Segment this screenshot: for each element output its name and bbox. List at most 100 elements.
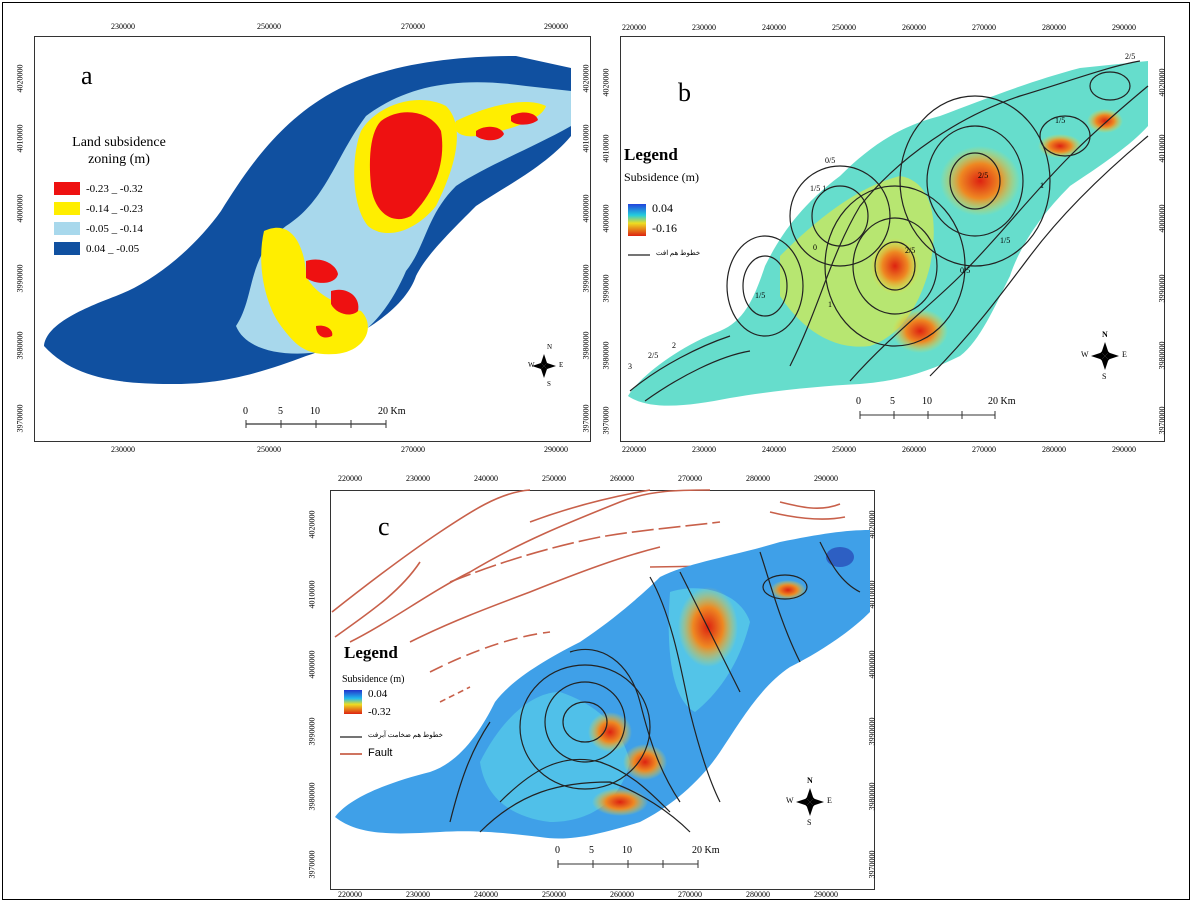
x-tick-bottom: 230000 (692, 445, 716, 454)
compass-e: E (827, 796, 832, 805)
hotspot (940, 146, 1020, 216)
legend-subtitle-b: Subsidence (m) (624, 170, 699, 184)
compass-n: N (1102, 330, 1108, 339)
ramp-high-b: 0.04 (652, 201, 673, 215)
zone-red (476, 126, 504, 141)
hotspot (623, 744, 667, 780)
scale-label: 5 (890, 396, 895, 407)
x-tick-bottom: 220000 (338, 890, 362, 899)
x-tick-bottom: 230000 (111, 445, 135, 454)
compass-e: E (559, 361, 564, 369)
x-tick-top: 280000 (1042, 23, 1066, 32)
hotspot (770, 580, 806, 600)
x-tick-top: 220000 (338, 474, 362, 483)
hotspot (592, 788, 648, 816)
contour-label: 1/5 (755, 291, 766, 300)
x-tick-top: 270000 (401, 22, 425, 31)
scale-label: 0 (555, 845, 560, 856)
legend-title-b: Legend (624, 145, 678, 164)
panel-label-a: a (81, 61, 93, 90)
contour-label: 2/5 (648, 351, 659, 360)
contour-label: 2/5 (978, 171, 989, 180)
scale-label: 20 Km (988, 396, 1016, 407)
zone-red (316, 325, 333, 338)
x-tick-top: 270000 (678, 474, 702, 483)
alluvium-thickness-contours (449, 541, 861, 833)
contour-label: 0 (813, 243, 817, 252)
x-tick-top: 240000 (762, 23, 786, 32)
fault-legend-label: Fault (368, 747, 393, 759)
x-tick-top: 250000 (542, 474, 566, 483)
ramp-low-c: -0.32 (368, 706, 391, 718)
x-tick-bottom: 250000 (832, 445, 856, 454)
x-tick-top: 240000 (474, 474, 498, 483)
panel-label-b: b (678, 78, 691, 107)
scale-label: 5 (589, 845, 594, 856)
iso-subsidence-contours (629, 60, 1149, 402)
compass-rose-icon (796, 788, 824, 816)
x-tick-bottom: 280000 (1042, 445, 1066, 454)
x-tick-bottom: 270000 (678, 890, 702, 899)
panel-b: 220000 230000 240000 250000 260000 27000… (600, 6, 1188, 456)
x-tick-top: 230000 (111, 22, 135, 31)
zone-yellow (261, 227, 368, 355)
legend-title-c: Legend (344, 643, 398, 662)
compass-s: S (547, 380, 551, 388)
contour-label: 1 (828, 300, 832, 309)
subsidence-map-b (628, 60, 1149, 419)
legend-title-a: Land subsidence zoning (m) (72, 135, 166, 167)
x-tick-bottom: 240000 (474, 890, 498, 899)
hotspot (870, 238, 920, 294)
x-tick-bottom: 250000 (542, 890, 566, 899)
x-tick-bottom: 220000 (622, 445, 646, 454)
contour-label: 1/5 1 (810, 184, 827, 193)
compass-e: E (1122, 350, 1127, 359)
scale-label: 20 Km (692, 845, 720, 856)
panel-a: 230000 250000 270000 290000 230000 25000… (6, 6, 596, 454)
compass-w: W (786, 796, 794, 805)
subsidence-map-c (331, 489, 870, 868)
scale-label: 0 (243, 406, 248, 417)
ramp-low-b: -0.16 (652, 221, 677, 235)
contour-legend-label-b: خطوط هم افت (656, 249, 701, 257)
legend-item-a: -0.23 _ -0.32 (54, 182, 143, 195)
x-tick-top: 290000 (544, 22, 568, 31)
x-tick-bottom: 290000 (544, 445, 568, 454)
subsidence-zoning-map-a (44, 56, 571, 428)
legend-item-a: 0.04 _ -0.05 (54, 242, 139, 255)
contour-label: 1 (1040, 181, 1044, 190)
x-tick-top: 250000 (257, 22, 281, 31)
fault-lines (331, 489, 846, 703)
compass-rose-icon (1091, 342, 1119, 370)
x-tick-top: 280000 (746, 474, 770, 483)
x-tick-top: 290000 (814, 474, 838, 483)
zone-red (511, 112, 538, 125)
contour-label: 1/5 (1055, 116, 1066, 125)
contour-label: 3 (628, 362, 632, 371)
x-tick-top: 230000 (692, 23, 716, 32)
compass-s: S (1102, 372, 1107, 381)
x-tick-top: 270000 (972, 23, 996, 32)
x-tick-bottom: 270000 (401, 445, 425, 454)
compass-s: S (807, 818, 812, 827)
hotspot (588, 712, 632, 752)
x-tick-bottom: 260000 (902, 445, 926, 454)
compass-n: N (807, 776, 813, 785)
x-tick-top: 250000 (832, 23, 856, 32)
legend-subtitle-c: Subsidence (m) (342, 674, 405, 685)
compass-rose-icon (532, 354, 556, 378)
ramp-high-c: 0.04 (368, 688, 388, 700)
legend-item-a: -0.05 _ -0.14 (54, 222, 143, 235)
contour-legend-label-c: خطوط هم ضخامت آبرفت (368, 731, 443, 739)
x-tick-top: 260000 (902, 23, 926, 32)
x-tick-bottom: 290000 (814, 890, 838, 899)
x-tick-bottom: 250000 (257, 445, 281, 454)
zone-red (306, 259, 338, 283)
x-tick-bottom: 260000 (610, 890, 634, 899)
contour-label: 2/5 (905, 246, 916, 255)
contour-label: 0/5 (960, 266, 971, 275)
x-tick-bottom: 280000 (746, 890, 770, 899)
contour-label: 0/5 (825, 156, 836, 165)
x-tick-bottom: 240000 (762, 445, 786, 454)
